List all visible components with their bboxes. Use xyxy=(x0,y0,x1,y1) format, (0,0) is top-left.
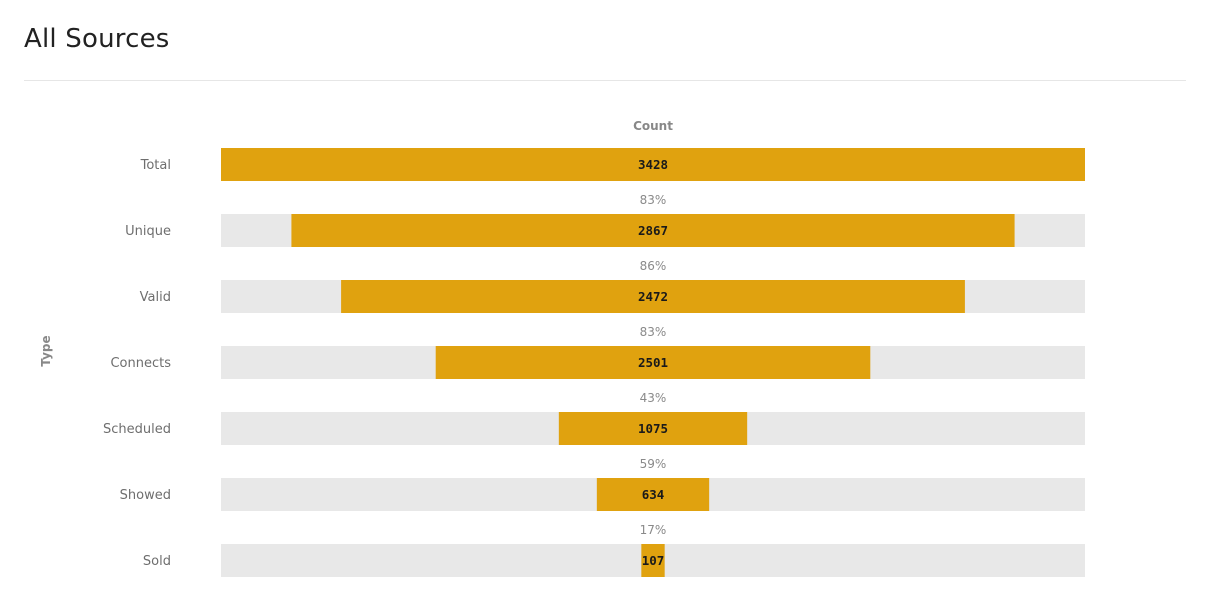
category-label: Valid xyxy=(140,290,171,305)
funnel-bar[interactable] xyxy=(641,544,665,577)
conversion-label: 43% xyxy=(640,391,667,405)
conversion-label: 59% xyxy=(640,457,667,471)
page-title: All Sources xyxy=(24,24,170,54)
bar-value-label: 2867 xyxy=(638,223,668,238)
category-label: Connects xyxy=(110,356,171,371)
conversion-label: 83% xyxy=(640,193,667,207)
bar-value-label: 3428 xyxy=(638,157,668,172)
funnel-bar[interactable] xyxy=(341,280,965,313)
category-label: Unique xyxy=(125,224,171,239)
bar-value-label: 107 xyxy=(642,553,665,568)
category-label: Sold xyxy=(143,554,171,569)
bar-value-label: 1075 xyxy=(638,421,668,436)
category-label: Total xyxy=(140,158,171,173)
category-label: Scheduled xyxy=(103,422,171,437)
category-label: Showed xyxy=(120,488,171,503)
funnel-bar[interactable] xyxy=(221,148,1085,181)
funnel-bar[interactable] xyxy=(291,214,1015,247)
bar-value-label: 634 xyxy=(642,487,665,502)
conversion-label: 83% xyxy=(640,325,667,339)
title-divider xyxy=(24,80,1186,81)
x-axis-title: Count xyxy=(633,119,673,133)
y-axis-title: Type xyxy=(39,335,53,366)
bar-value-label: 2501 xyxy=(638,355,668,370)
bar-value-label: 2472 xyxy=(638,289,668,304)
funnel-rows: 3428 Total 2867 Unique 83% 2472 Valid 86% 2501 Co… xyxy=(103,148,1085,577)
funnel-bar[interactable] xyxy=(558,412,748,445)
conversion-label: 17% xyxy=(640,523,667,537)
funnel-bar[interactable] xyxy=(596,478,710,511)
funnel-bar[interactable] xyxy=(435,346,871,379)
conversion-label: 86% xyxy=(640,259,667,273)
